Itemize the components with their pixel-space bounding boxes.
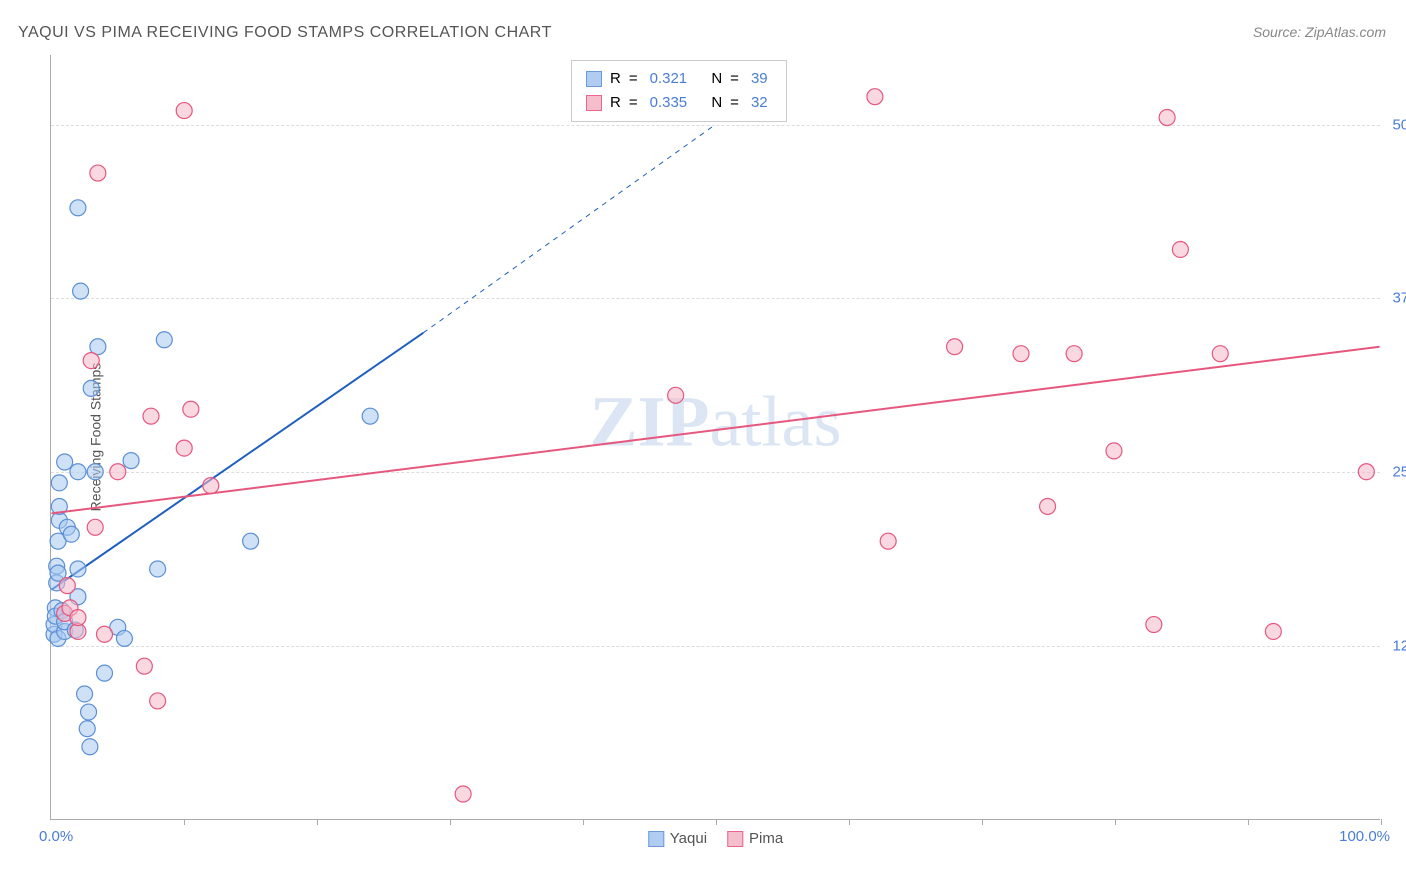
source-value: ZipAtlas.com bbox=[1305, 24, 1386, 40]
data-point-pima bbox=[136, 658, 152, 674]
data-point-yaqui bbox=[77, 686, 93, 702]
data-point-yaqui bbox=[79, 721, 95, 737]
data-point-yaqui bbox=[70, 561, 86, 577]
r-value-yaqui: 0.321 bbox=[650, 67, 688, 91]
r-label: R bbox=[610, 91, 621, 115]
data-point-yaqui bbox=[70, 464, 86, 480]
swatch-yaqui-icon bbox=[648, 831, 664, 847]
data-point-pima bbox=[150, 693, 166, 709]
data-point-pima bbox=[1066, 346, 1082, 362]
source-label: Source: bbox=[1253, 24, 1301, 40]
swatch-yaqui bbox=[586, 71, 602, 87]
equals: = bbox=[629, 91, 638, 115]
data-point-yaqui bbox=[156, 332, 172, 348]
swatch-pima bbox=[586, 95, 602, 111]
x-tick bbox=[583, 819, 584, 825]
data-point-pima bbox=[83, 353, 99, 369]
data-point-pima bbox=[880, 533, 896, 549]
equals: = bbox=[629, 67, 638, 91]
data-point-yaqui bbox=[73, 283, 89, 299]
y-tick-label: 37.5% bbox=[1385, 290, 1406, 307]
r-value-pima: 0.335 bbox=[650, 91, 688, 115]
data-point-pima bbox=[110, 464, 126, 480]
data-point-pima bbox=[1040, 498, 1056, 514]
n-value-pima: 32 bbox=[751, 91, 768, 115]
x-tick bbox=[849, 819, 850, 825]
data-point-pima bbox=[70, 610, 86, 626]
chart-title: YAQUI VS PIMA RECEIVING FOOD STAMPS CORR… bbox=[18, 24, 552, 42]
data-point-yaqui bbox=[97, 665, 113, 681]
data-point-pima bbox=[867, 89, 883, 105]
scatter-svg bbox=[51, 55, 1380, 819]
data-point-pima bbox=[668, 387, 684, 403]
stats-row-yaqui: R = 0.321 N = 39 bbox=[586, 67, 772, 91]
data-point-yaqui bbox=[51, 475, 67, 491]
data-point-pima bbox=[59, 578, 75, 594]
legend-item-yaqui: Yaqui bbox=[648, 830, 707, 847]
r-label: R bbox=[610, 67, 621, 91]
equals: = bbox=[730, 91, 739, 115]
data-point-pima bbox=[87, 519, 103, 535]
data-point-pima bbox=[1159, 110, 1175, 126]
y-tick-label: 25.0% bbox=[1385, 464, 1406, 481]
legend-label-pima: Pima bbox=[749, 830, 783, 847]
x-tick bbox=[716, 819, 717, 825]
data-point-pima bbox=[143, 408, 159, 424]
y-tick-label: 12.5% bbox=[1385, 638, 1406, 655]
data-point-yaqui bbox=[362, 408, 378, 424]
data-point-pima bbox=[203, 478, 219, 494]
x-axis-min-label: 0.0% bbox=[39, 828, 73, 845]
n-value-yaqui: 39 bbox=[751, 67, 768, 91]
swatch-pima-icon bbox=[727, 831, 743, 847]
n-label: N bbox=[711, 91, 722, 115]
data-point-pima bbox=[1358, 464, 1374, 480]
data-point-pima bbox=[1106, 443, 1122, 459]
x-tick bbox=[317, 819, 318, 825]
x-tick bbox=[1381, 819, 1382, 825]
trend-line-yaqui bbox=[51, 333, 423, 590]
stats-row-pima: R = 0.335 N = 32 bbox=[586, 91, 772, 115]
legend-item-pima: Pima bbox=[727, 830, 783, 847]
data-point-yaqui bbox=[123, 453, 139, 469]
x-tick bbox=[1248, 819, 1249, 825]
data-point-pima bbox=[1146, 617, 1162, 633]
data-point-yaqui bbox=[82, 739, 98, 755]
data-point-pima bbox=[1265, 623, 1281, 639]
n-label: N bbox=[711, 67, 722, 91]
x-tick bbox=[982, 819, 983, 825]
data-point-pima bbox=[90, 165, 106, 181]
data-point-pima bbox=[1013, 346, 1029, 362]
data-point-yaqui bbox=[57, 454, 73, 470]
data-point-yaqui bbox=[83, 380, 99, 396]
data-point-pima bbox=[183, 401, 199, 417]
x-axis-max-label: 100.0% bbox=[1339, 828, 1390, 845]
data-point-pima bbox=[1172, 241, 1188, 257]
data-point-yaqui bbox=[63, 526, 79, 542]
data-point-yaqui bbox=[150, 561, 166, 577]
equals: = bbox=[730, 67, 739, 91]
data-point-yaqui bbox=[70, 200, 86, 216]
x-tick bbox=[184, 819, 185, 825]
trend-line-dashed-yaqui bbox=[423, 124, 715, 332]
x-axis-legend: Yaqui Pima bbox=[648, 830, 783, 847]
data-point-yaqui bbox=[81, 704, 97, 720]
x-tick bbox=[1115, 819, 1116, 825]
data-point-yaqui bbox=[87, 464, 103, 480]
trend-line-pima bbox=[51, 347, 1379, 514]
y-tick-label: 50.0% bbox=[1385, 116, 1406, 133]
source-attribution: Source: ZipAtlas.com bbox=[1253, 24, 1386, 40]
plot-area: Receiving Food Stamps ZIPatlas 12.5%25.0… bbox=[50, 55, 1380, 820]
data-point-pima bbox=[455, 786, 471, 802]
data-point-pima bbox=[1212, 346, 1228, 362]
data-point-pima bbox=[176, 440, 192, 456]
data-point-pima bbox=[97, 626, 113, 642]
chart-container: YAQUI VS PIMA RECEIVING FOOD STAMPS CORR… bbox=[0, 0, 1406, 892]
x-tick bbox=[450, 819, 451, 825]
legend-label-yaqui: Yaqui bbox=[670, 830, 707, 847]
data-point-pima bbox=[947, 339, 963, 355]
data-point-yaqui bbox=[243, 533, 259, 549]
stats-legend: R = 0.321 N = 39 R = 0.335 N = 32 bbox=[571, 60, 787, 122]
data-point-yaqui bbox=[116, 630, 132, 646]
data-point-pima bbox=[176, 103, 192, 119]
